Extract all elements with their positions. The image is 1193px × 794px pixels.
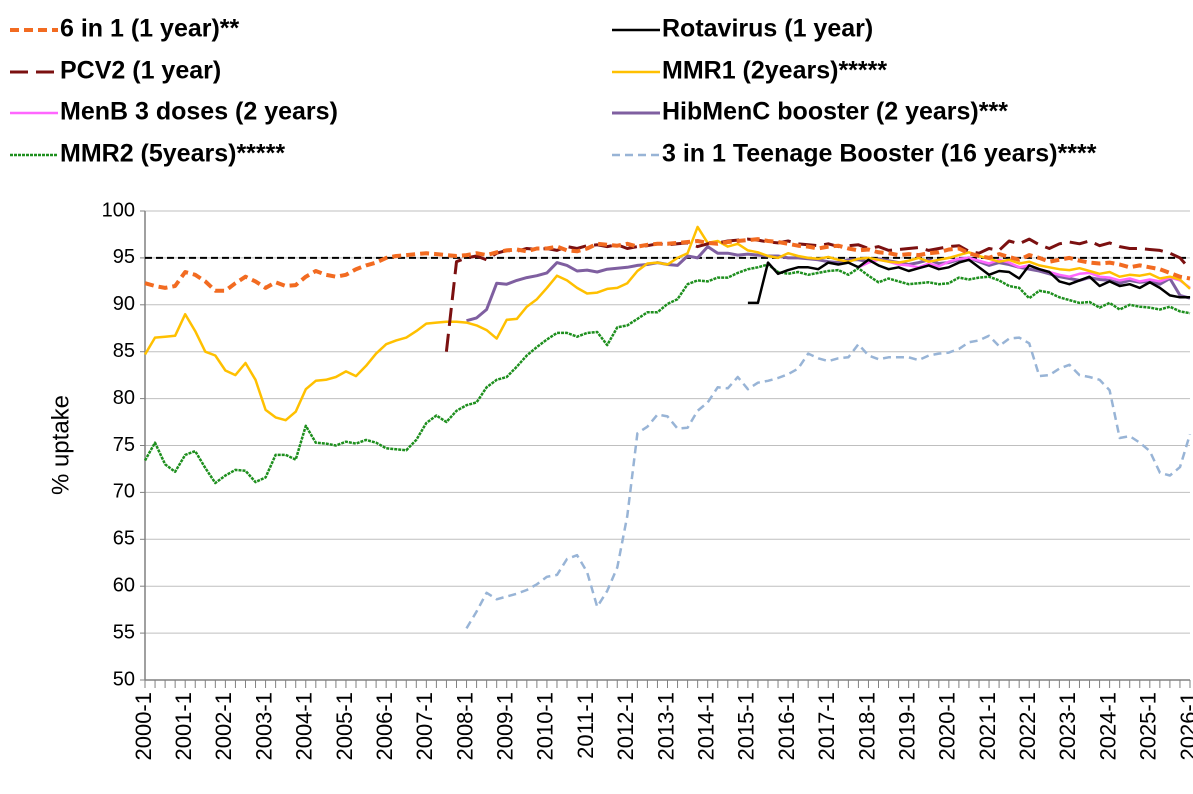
x-tick-label: 2012-1 bbox=[613, 692, 638, 761]
y-tick-label: 50 bbox=[113, 668, 135, 690]
y-tick-label: 90 bbox=[113, 293, 135, 315]
x-tick-label: 2023-1 bbox=[1055, 692, 1080, 761]
series-line bbox=[444, 237, 1192, 352]
series-line bbox=[747, 258, 1190, 305]
series-line bbox=[465, 334, 1192, 630]
x-tick-label: 2025-1 bbox=[1136, 692, 1161, 761]
legend-label: PCV2 (1 year) bbox=[60, 57, 221, 85]
y-tick-label: 65 bbox=[113, 528, 135, 550]
x-tick-label: 2000-1 bbox=[131, 692, 156, 761]
x-tick-label: 2006-1 bbox=[372, 692, 397, 761]
y-tick-label: 75 bbox=[113, 434, 135, 456]
series-line bbox=[143, 225, 1191, 422]
x-tick-label: 2018-1 bbox=[854, 692, 879, 761]
x-tick-label: 2020-1 bbox=[935, 692, 960, 761]
x-tick-label: 2017-1 bbox=[814, 692, 839, 761]
x-tick-label: 2004-1 bbox=[292, 692, 317, 761]
y-tick-label: 80 bbox=[113, 387, 135, 409]
x-tick-label: 2016-1 bbox=[774, 692, 799, 761]
legend-label: MMR2 (5years)***** bbox=[60, 140, 285, 168]
y-tick-label: 60 bbox=[113, 574, 135, 596]
y-tick-label: 100 bbox=[102, 199, 135, 221]
legend-label: MenB 3 doses (2 years) bbox=[60, 98, 338, 126]
x-tick-label: 2015-1 bbox=[734, 692, 759, 761]
legend-label: Rotavirus (1 year) bbox=[662, 15, 873, 43]
x-tick-label: 2009-1 bbox=[493, 692, 518, 761]
x-tick-label: 2011-1 bbox=[573, 692, 598, 759]
legend-label: 3 in 1 Teenage Booster (16 years)**** bbox=[662, 140, 1097, 168]
series-line bbox=[144, 237, 1191, 293]
x-tick-label: 2001-1 bbox=[171, 692, 196, 761]
y-axis-title: % uptake bbox=[47, 395, 74, 495]
series-line bbox=[143, 263, 1191, 485]
x-tick-label: 2019-1 bbox=[894, 692, 919, 761]
y-tick-label: 55 bbox=[113, 621, 135, 643]
x-tick-label: 2010-1 bbox=[533, 692, 558, 761]
x-tick-label: 2002-1 bbox=[211, 692, 236, 761]
y-tick-label: 85 bbox=[113, 340, 135, 362]
y-tick-label: 70 bbox=[113, 481, 135, 503]
x-tick-label: 2007-1 bbox=[412, 692, 437, 761]
x-tick-label: 2022-1 bbox=[1015, 692, 1040, 761]
x-tick-label: 2021-1 bbox=[975, 692, 1000, 761]
x-tick-label: 2003-1 bbox=[251, 692, 276, 761]
series-line bbox=[857, 256, 1191, 289]
x-tick-label: 2005-1 bbox=[332, 692, 357, 761]
legend-label: HibMenC booster (2 years)*** bbox=[662, 98, 1008, 126]
y-tick-label: 95 bbox=[113, 246, 135, 268]
x-tick-label: 2024-1 bbox=[1095, 692, 1120, 761]
legend-label: 6 in 1 (1 year)** bbox=[60, 15, 240, 43]
x-tick-label: 2014-1 bbox=[694, 692, 719, 761]
x-tick-label: 2026-1 bbox=[1176, 692, 1193, 761]
legend-label: MMR1 (2years)***** bbox=[662, 57, 887, 85]
x-tick-label: 2008-1 bbox=[452, 692, 477, 761]
x-tick-label: 2013-1 bbox=[653, 692, 678, 761]
